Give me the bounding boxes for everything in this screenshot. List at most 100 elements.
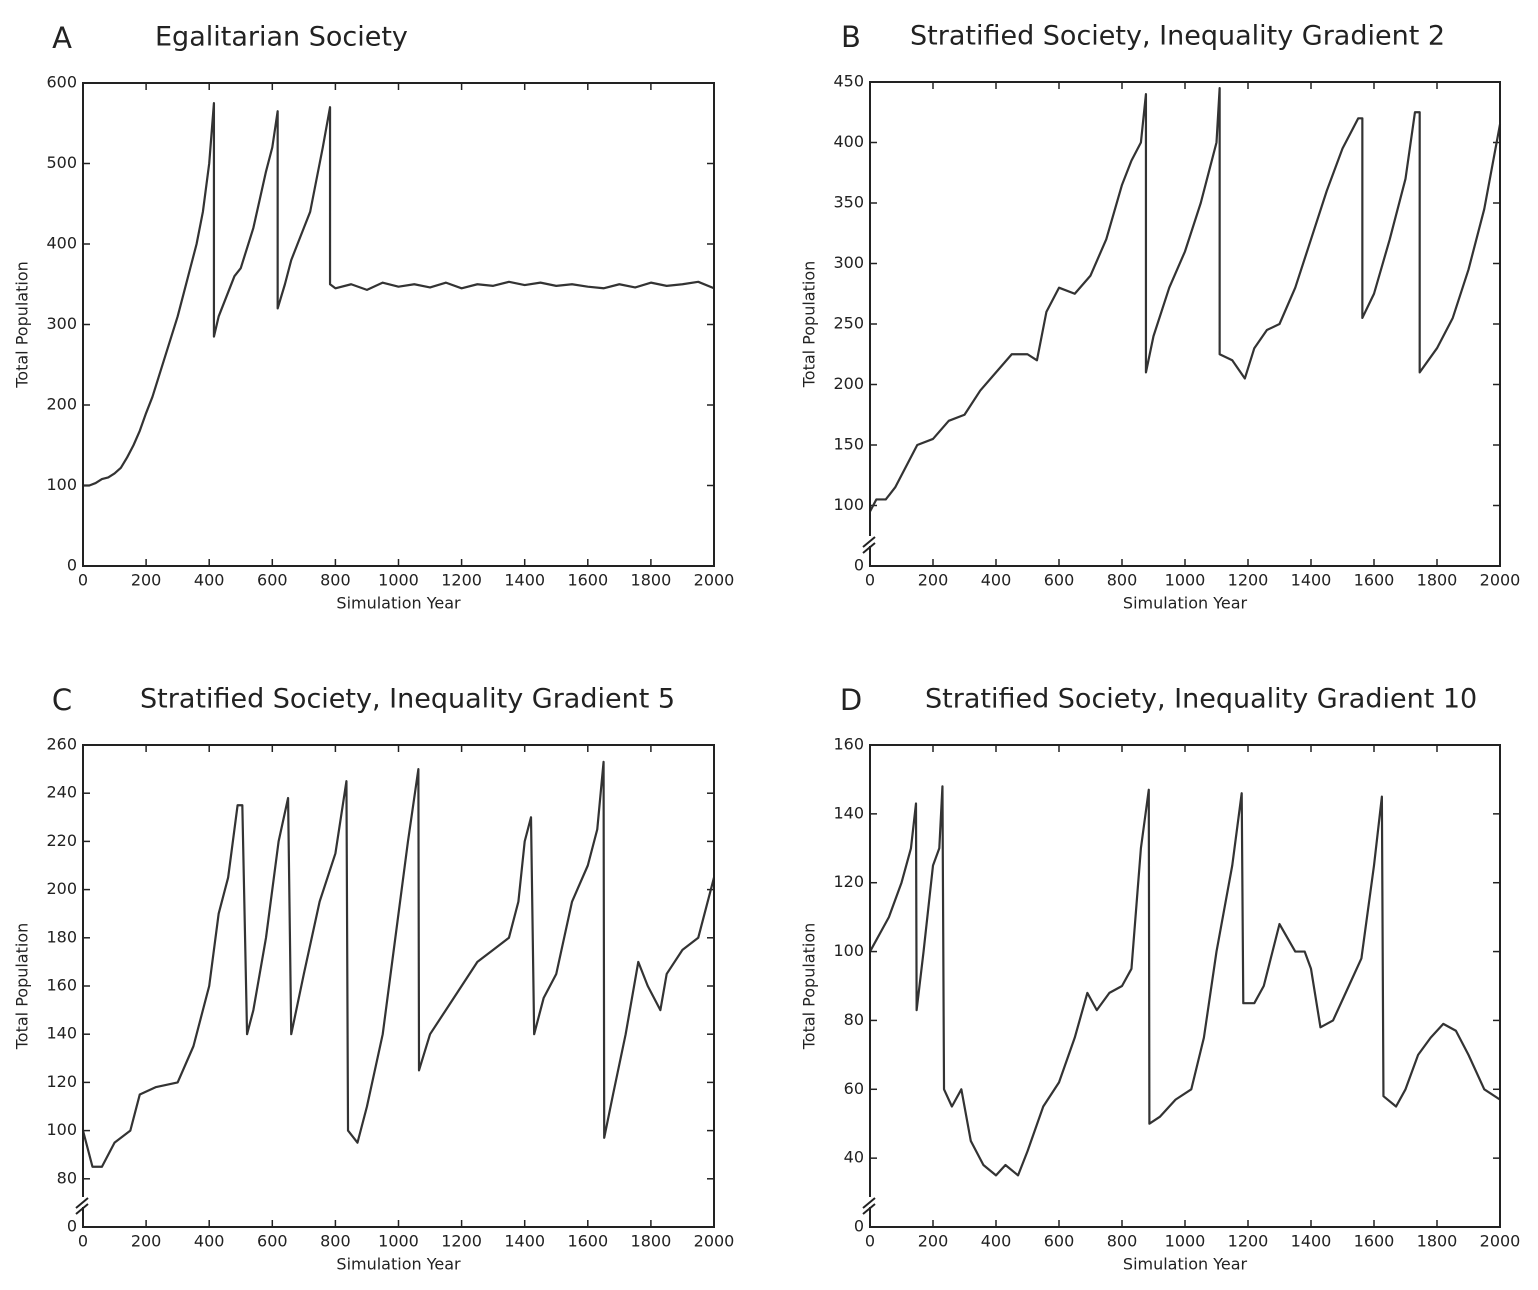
x-tick-label: 1000: [378, 1232, 419, 1251]
y-tick-label: 60: [844, 1079, 864, 1098]
y-tick-label: 200: [46, 879, 77, 898]
plot-frame: [869, 744, 1501, 1228]
x-tick-label: 400: [194, 1232, 225, 1251]
y-tick-label: 400: [46, 234, 77, 253]
y-tick-label: 260: [46, 735, 77, 754]
x-tick-label: 0: [78, 571, 88, 590]
x-tick-label: 600: [1044, 1232, 1075, 1251]
x-tick-label: 1200: [1228, 571, 1269, 590]
axis-break: [862, 542, 876, 554]
x-tick-label: 800: [1107, 1232, 1138, 1251]
x-tick-label: 400: [981, 1232, 1012, 1251]
y-tick-label: 0: [854, 556, 864, 575]
panel-letter: D: [840, 683, 862, 717]
x-axis-label: Simulation Year: [336, 594, 461, 613]
y-tick-label: 220: [46, 831, 77, 850]
x-tick-label: 1600: [1354, 571, 1395, 590]
y-tick-label: 100: [46, 1120, 77, 1139]
x-axis-label: Simulation Year: [1123, 1255, 1248, 1274]
y-tick-label: 450: [833, 72, 864, 91]
panel-title: Stratified Society, Inequality Gradient …: [925, 684, 1477, 715]
y-tick-label: 100: [833, 941, 864, 960]
panel-title: Egalitarian Society: [155, 22, 408, 53]
x-tick-label: 2000: [1480, 571, 1521, 590]
x-tick-label: 1400: [1291, 1232, 1332, 1251]
y-axis-label: Total Population: [800, 261, 819, 389]
x-tick-label: 600: [257, 1232, 288, 1251]
x-tick-label: 1800: [1417, 571, 1458, 590]
axis-break: [862, 536, 876, 548]
x-tick-label: 200: [131, 1232, 162, 1251]
plot-frame: [82, 744, 715, 1228]
y-tick-label: 120: [46, 1072, 77, 1091]
y-tick-label: 240: [46, 783, 77, 802]
x-tick-label: 1200: [441, 1232, 482, 1251]
data-line: [869, 785, 1501, 1177]
y-tick-label: 100: [833, 495, 864, 514]
x-tick-label: 1800: [1417, 1232, 1458, 1251]
x-tick-label: 1800: [631, 1232, 672, 1251]
x-tick-label: 800: [1107, 571, 1138, 590]
panel-title: Stratified Society, Inequality Gradient …: [140, 684, 675, 715]
x-tick-label: 200: [131, 571, 162, 590]
y-tick-label: 80: [57, 1168, 77, 1187]
y-tick-label: 350: [833, 193, 864, 212]
x-axis-label: Simulation Year: [1123, 594, 1248, 613]
plot-frame: [869, 81, 1501, 567]
panel: B Stratified Society, Inequality Gradient…: [800, 20, 1521, 613]
y-tick-label: 600: [46, 73, 77, 92]
panel-letter: B: [841, 20, 861, 54]
panel: C Stratified Society, Inequality Gradient…: [13, 683, 735, 1274]
y-tick-label: 140: [833, 803, 864, 822]
x-tick-label: 1400: [504, 1232, 545, 1251]
y-tick-label: 200: [833, 374, 864, 393]
y-tick-label: 80: [844, 1010, 864, 1029]
y-tick-label: 160: [46, 976, 77, 995]
panel-letter: C: [52, 683, 72, 717]
axis-break: [862, 1203, 876, 1215]
x-tick-label: 200: [918, 571, 949, 590]
y-tick-label: 40: [844, 1148, 864, 1167]
x-tick-label: 800: [320, 1232, 351, 1251]
x-tick-label: 1400: [504, 571, 545, 590]
y-tick-label: 180: [46, 927, 77, 946]
x-tick-label: 1000: [1165, 571, 1206, 590]
x-tick-label: 0: [865, 571, 875, 590]
y-tick-label: 300: [46, 314, 77, 333]
x-tick-label: 1000: [1165, 1232, 1206, 1251]
x-tick-label: 600: [1044, 571, 1075, 590]
x-tick-label: 200: [918, 1232, 949, 1251]
y-tick-label: 0: [67, 556, 77, 575]
y-tick-label: 100: [46, 475, 77, 494]
x-tick-label: 1600: [1354, 1232, 1395, 1251]
data-line: [81, 760, 716, 1168]
y-axis-label: Total Population: [800, 923, 819, 1051]
x-axis-label: Simulation Year: [336, 1255, 461, 1274]
x-tick-label: 2000: [1480, 1232, 1521, 1251]
y-tick-label: 120: [833, 872, 864, 891]
axis-break: [862, 1197, 876, 1209]
y-tick-label: 500: [46, 153, 77, 172]
data-line: [869, 86, 1502, 513]
y-tick-label: 200: [46, 395, 77, 414]
panel-title: Stratified Society, Inequality Gradient …: [910, 21, 1445, 52]
y-tick-label: 250: [833, 314, 864, 333]
y-tick-label: 0: [67, 1217, 77, 1236]
x-tick-label: 600: [257, 571, 288, 590]
plot-frame: [82, 82, 715, 567]
y-tick-label: 140: [46, 1024, 77, 1043]
y-tick-label: 300: [833, 253, 864, 272]
y-axis-label: Total Population: [13, 923, 32, 1051]
data-line: [83, 102, 715, 487]
axis-break: [75, 1203, 89, 1215]
x-tick-label: 1000: [378, 571, 419, 590]
x-tick-label: 1200: [1228, 1232, 1269, 1251]
y-tick-label: 400: [833, 132, 864, 151]
x-tick-label: 0: [78, 1232, 88, 1251]
x-tick-label: 1800: [631, 571, 672, 590]
panel: D Stratified Society, Inequality Gradient…: [800, 683, 1521, 1274]
y-tick-label: 160: [833, 735, 864, 754]
